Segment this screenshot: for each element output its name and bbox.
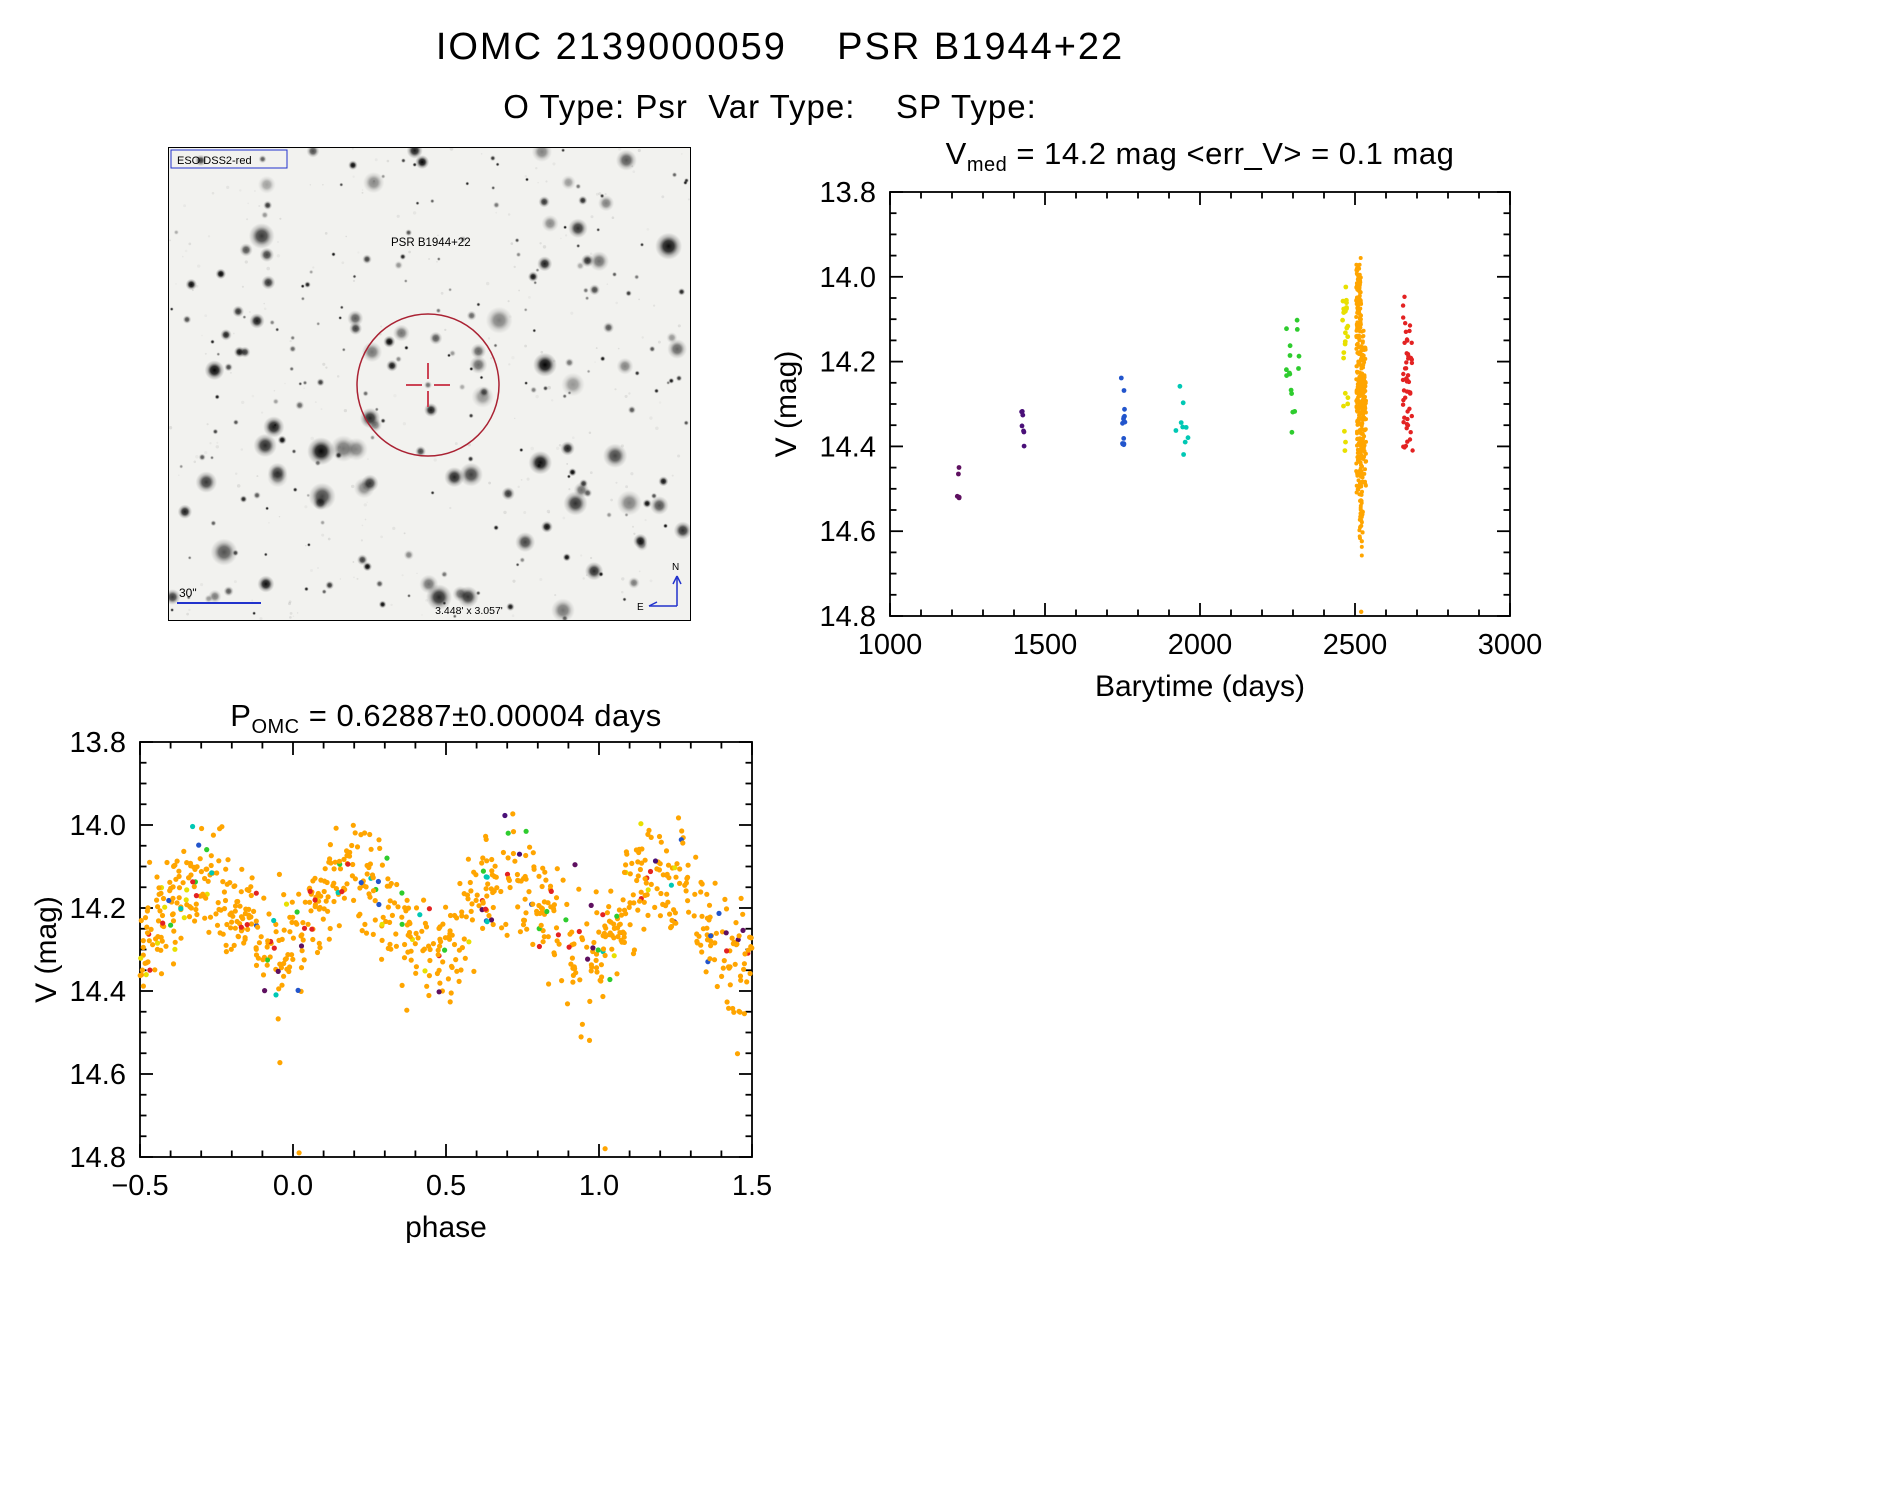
svg-text:14.0: 14.0 [70,810,126,842]
axis-labels: −0.5 0.0 0.5 1.0 1.5 13.8 14.0 14.2 14.4 14.6 14.8… [30,727,772,1244]
svg-text:2000: 2000 [1168,629,1233,661]
svg-text:1000: 1000 [858,629,923,661]
compass-icon: N E [637,562,682,613]
finding-chart-svg: PSR B1944+22 ESO DSS2-red 30" 3.448' x 3… [164,141,692,623]
svg-text:14.0: 14.0 [820,262,876,294]
svg-text:2500: 2500 [1323,629,1388,661]
compass-east-label: E [637,602,644,613]
svg-text:0.5: 0.5 [426,1170,466,1202]
page-title: IOMC 2139000059 PSR B1944+22 [435,26,1125,68]
y-axis-title: V (mag) [770,351,803,458]
svg-text:14.4: 14.4 [820,431,876,463]
axis-labels: 1000 1500 2000 2500 3000 13.8 14.0 14.2 14.4 14.6… [770,177,1542,703]
target-crosshair-icon [406,363,450,407]
fov-label: 3.448' x 3.057' [435,605,503,617]
svg-text:0.0: 0.0 [273,1170,313,1202]
scatter-points [954,256,1415,614]
svg-text:14.8: 14.8 [70,1142,126,1174]
period-symbol: P [230,698,252,733]
phase-chart-title: POMC = 0.62887±0.00004 days [46,698,846,739]
vmed-symbol: V [945,136,967,171]
svg-text:13.8: 13.8 [820,177,876,209]
svg-text:14.2: 14.2 [820,347,876,379]
vmed-subscript: med [966,154,1008,177]
y-axis-title: V (mag) [30,896,63,1003]
vmed-value-text: = 14.2 mag <err_V> = 0.1 mag [1007,136,1455,171]
finding-chart: PSR B1944+22 ESO DSS2-red 30" 3.448' x 3… [164,141,692,623]
svg-text:3000: 3000 [1478,629,1543,661]
svg-text:1.0: 1.0 [579,1170,619,1202]
period-value-text: = 0.62887±0.00004 days [299,698,662,733]
svg-text:−0.5: −0.5 [111,1170,168,1202]
x-axis-title: Barytime (days) [1095,670,1305,703]
svg-text:13.8: 13.8 [70,727,126,759]
compass-north-label: N [672,562,679,573]
phase-plot: −0.5 0.0 0.5 1.0 1.5 13.8 14.0 14.2 14.4 14.6 14.8… [30,727,772,1244]
svg-text:14.8: 14.8 [820,601,876,633]
axes [889,191,1511,617]
target-label: PSR B1944+22 [391,237,471,249]
barytime-plot: 1000 1500 2000 2500 3000 13.8 14.0 14.2 14.4 14.6… [770,177,1542,703]
target-circle [356,313,500,457]
svg-text:14.6: 14.6 [820,516,876,548]
svg-text:14.2: 14.2 [70,893,126,925]
barytime-chart-title: Vmed = 14.2 mag <err_V> = 0.1 mag [800,136,1600,177]
svg-text:14.6: 14.6 [70,1059,126,1091]
svg-text:1500: 1500 [1013,629,1078,661]
survey-label-box [170,149,288,169]
x-axis-title: phase [405,1211,487,1244]
svg-text:14.4: 14.4 [70,976,126,1008]
object-type-line: O Type: Psr Var Type: SP Type: [503,88,1037,125]
scatter-points [137,811,755,1156]
survey-label: ESO DSS2-red [177,155,252,167]
scale-bar-label: 30" [179,586,197,600]
svg-text:1.5: 1.5 [732,1170,772,1202]
period-subscript: OMC [251,716,300,739]
star-field [164,141,692,623]
